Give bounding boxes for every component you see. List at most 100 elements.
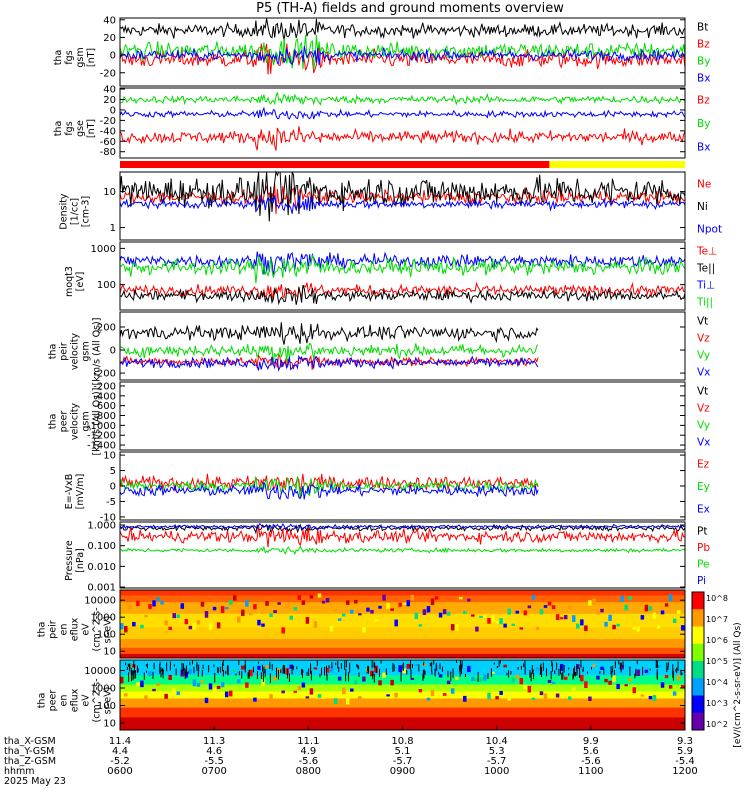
spectrogram-speckle: [262, 671, 264, 682]
y-tick-label: 1: [110, 223, 116, 234]
colorbar-segment: [692, 626, 704, 645]
spectrogram-speckle: [227, 666, 229, 676]
spectrogram-band: [120, 717, 685, 731]
colorbar-segment: [692, 609, 704, 627]
spectrogram-cell: [321, 692, 326, 699]
series-line-Bx: [119, 106, 686, 120]
spectrogram-cell: [216, 685, 221, 689]
spectrogram-speckle: [275, 667, 277, 678]
series-line-Vy: [119, 342, 539, 364]
spectrogram-speckle: [520, 665, 522, 670]
spectrogram-speckle: [612, 668, 614, 673]
spectrogram-speckle: [128, 672, 130, 682]
spectrogram-cell: [672, 618, 677, 624]
spectrogram-cell: [450, 688, 455, 694]
y-axis-label-line: eflux: [70, 617, 81, 641]
spectrogram-cell: [535, 626, 540, 630]
spectrogram-speckle: [187, 671, 189, 674]
spectrogram-speckle: [169, 661, 171, 671]
spectrogram-cell: [386, 603, 390, 609]
spectrogram-speckle: [422, 670, 424, 677]
panel-frame: [119, 451, 686, 521]
x-row-label: tha_Y-GSM: [4, 746, 54, 757]
spectrogram-cell: [325, 597, 330, 603]
spectrogram-speckle: [357, 665, 359, 669]
y-axis-label: thafgsgsm[nT]: [53, 47, 97, 67]
legend-label-By: By: [697, 118, 710, 130]
spectrogram-cell: [632, 687, 637, 694]
spectrogram-speckle: [563, 664, 565, 673]
spectrogram-cell: [563, 676, 568, 680]
spectrogram-speckle: [429, 662, 431, 667]
spectrogram-cell: [572, 687, 576, 691]
spectrogram-speckle: [302, 670, 304, 673]
spectrogram-speckle: [411, 664, 413, 669]
spectrogram-cell: [204, 697, 209, 704]
spectrogram-cell: [410, 594, 415, 601]
y-axis-label-line: tha: [37, 622, 48, 638]
legend-label-Bz: Bz: [697, 39, 710, 51]
spectrogram-cell: [273, 675, 277, 681]
spectrogram-cell: [237, 679, 241, 684]
y-axis-label-line: eV: [81, 694, 92, 707]
spectrogram-speckle: [675, 669, 677, 672]
spectrogram-cell: [253, 604, 257, 610]
y-axis-label-line: [mV/m]: [75, 474, 86, 510]
spectrogram-cell: [176, 691, 180, 696]
spectrogram-cell: [680, 684, 685, 689]
spectrogram-speckle: [680, 670, 682, 676]
spectrogram-cell: [471, 676, 475, 682]
spectrogram-speckle: [558, 668, 560, 676]
spectrogram-speckle: [373, 661, 375, 668]
spectrogram-cell: [459, 596, 463, 600]
spectrogram-speckle: [349, 662, 351, 673]
spectrogram-cell: [293, 690, 298, 693]
spectrogram-cell: [337, 676, 342, 681]
y-axis-label-line: E=-VxB: [64, 474, 75, 509]
spectrogram-cell: [297, 595, 302, 600]
spectrogram-speckle: [252, 666, 254, 673]
spectrogram-speckle: [461, 660, 463, 667]
spectrogram-cell: [503, 623, 507, 628]
spectrogram-speckle: [331, 662, 333, 669]
spectrogram-speckle: [667, 666, 669, 670]
spectrogram-cell: [293, 607, 298, 611]
y-tick-label: 5: [110, 466, 116, 477]
spectrogram-cell: [144, 615, 148, 618]
x-tick-label: 0700: [201, 766, 226, 777]
spectrogram-speckle: [551, 660, 553, 667]
y-axis-label-line: gse: [75, 120, 86, 137]
spectrogram-cell: [228, 600, 233, 605]
spectrogram-cell: [321, 600, 326, 604]
legend-label-Bx: Bx: [697, 141, 710, 153]
spectrogram-speckle: [201, 672, 203, 677]
spectrogram-cell: [398, 602, 402, 607]
spectrogram-cell: [656, 625, 661, 629]
x-tick-label: 5.9: [677, 746, 693, 757]
spectrogram-speckle: [222, 660, 224, 666]
spectrogram-cell: [426, 606, 431, 613]
spectrogram-cell: [515, 610, 519, 614]
x-tick-label: 11.3: [203, 736, 225, 747]
spectrogram-speckle: [248, 669, 250, 679]
spectrogram-speckle: [152, 671, 154, 679]
spectrogram-cell: [346, 697, 350, 705]
spectrogram-cell: [527, 685, 532, 693]
spectrogram-cell: [483, 674, 487, 681]
x-tick-label: 0600: [107, 766, 132, 777]
spectrogram-speckle: [656, 660, 658, 669]
spectrogram-cell: [664, 675, 669, 679]
spectrogram-speckle: [603, 668, 605, 675]
legend-label-Ne: Ne: [697, 178, 711, 190]
spectrogram-cell: [120, 676, 124, 684]
spectrogram-cell: [317, 694, 322, 698]
spectrogram-cell: [156, 597, 160, 602]
y-axis-label-line: en: [59, 695, 70, 707]
y-tick-label: 10: [103, 451, 116, 462]
spectrogram-speckle: [614, 661, 616, 669]
x-tick-label: -5.7: [393, 756, 413, 767]
spectrogram-cell: [592, 598, 596, 605]
legend-label-Pb: Pb: [697, 542, 710, 554]
spectrogram-cell: [539, 691, 544, 696]
